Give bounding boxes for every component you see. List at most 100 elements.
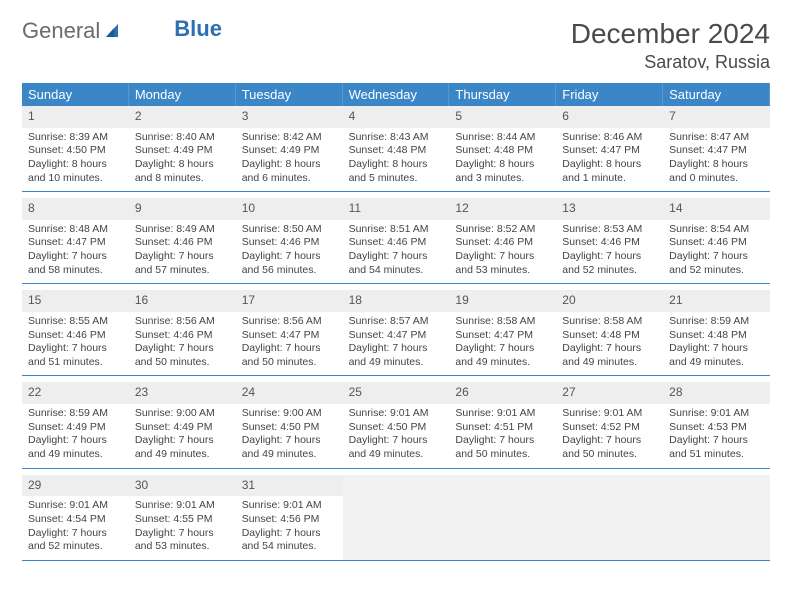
day-d1: Daylight: 7 hours: [349, 342, 444, 356]
day-body: Sunrise: 8:57 AMSunset: 4:47 PMDaylight:…: [343, 312, 450, 376]
day-number: 25: [343, 382, 450, 404]
day-number: 26: [449, 382, 556, 404]
day-sr: Sunrise: 9:01 AM: [135, 499, 230, 513]
day-body: Sunrise: 8:44 AMSunset: 4:48 PMDaylight:…: [449, 128, 556, 192]
day-d1: Daylight: 8 hours: [135, 158, 230, 172]
day-body: Sunrise: 8:42 AMSunset: 4:49 PMDaylight:…: [236, 128, 343, 192]
day-body: Sunrise: 8:55 AMSunset: 4:46 PMDaylight:…: [22, 312, 129, 376]
day-number: 30: [129, 475, 236, 497]
day-body: Sunrise: 9:01 AMSunset: 4:55 PMDaylight:…: [129, 496, 236, 560]
day-d2: and 0 minutes.: [669, 172, 764, 186]
day-number: 9: [129, 198, 236, 220]
day-d1: Daylight: 8 hours: [669, 158, 764, 172]
calendar-day: 18Sunrise: 8:57 AMSunset: 4:47 PMDayligh…: [343, 290, 450, 375]
day-body: Sunrise: 9:01 AMSunset: 4:52 PMDaylight:…: [556, 404, 663, 468]
day-body: Sunrise: 8:59 AMSunset: 4:49 PMDaylight:…: [22, 404, 129, 468]
day-d2: and 49 minutes.: [562, 356, 657, 370]
dow-friday: Friday: [556, 83, 663, 106]
day-sr: Sunrise: 9:01 AM: [349, 407, 444, 421]
dow-monday: Monday: [129, 83, 236, 106]
calendar-day: 27Sunrise: 9:01 AMSunset: 4:52 PMDayligh…: [556, 382, 663, 467]
day-sr: Sunrise: 8:42 AM: [242, 131, 337, 145]
day-d2: and 56 minutes.: [242, 264, 337, 278]
day-d1: Daylight: 7 hours: [349, 250, 444, 264]
day-body: Sunrise: 8:58 AMSunset: 4:48 PMDaylight:…: [556, 312, 663, 376]
day-ss: Sunset: 4:47 PM: [28, 236, 123, 250]
calendar-day: 29Sunrise: 9:01 AMSunset: 4:54 PMDayligh…: [22, 475, 129, 560]
day-number: 6: [556, 106, 663, 128]
day-number: 5: [449, 106, 556, 128]
day-d2: and 52 minutes.: [562, 264, 657, 278]
day-number: 21: [663, 290, 770, 312]
day-number: 1: [22, 106, 129, 128]
day-ss: Sunset: 4:46 PM: [349, 236, 444, 250]
day-number: 16: [129, 290, 236, 312]
day-d2: and 50 minutes.: [242, 356, 337, 370]
day-number: 31: [236, 475, 343, 497]
day-number: 24: [236, 382, 343, 404]
day-ss: Sunset: 4:54 PM: [28, 513, 123, 527]
calendar-day: 11Sunrise: 8:51 AMSunset: 4:46 PMDayligh…: [343, 198, 450, 283]
day-d1: Daylight: 7 hours: [242, 250, 337, 264]
calendar-day: 23Sunrise: 9:00 AMSunset: 4:49 PMDayligh…: [129, 382, 236, 467]
day-ss: Sunset: 4:47 PM: [455, 329, 550, 343]
day-body: Sunrise: 9:00 AMSunset: 4:50 PMDaylight:…: [236, 404, 343, 468]
day-ss: Sunset: 4:51 PM: [455, 421, 550, 435]
day-ss: Sunset: 4:46 PM: [242, 236, 337, 250]
day-d1: Daylight: 7 hours: [242, 434, 337, 448]
day-d2: and 5 minutes.: [349, 172, 444, 186]
day-ss: Sunset: 4:46 PM: [455, 236, 550, 250]
day-sr: Sunrise: 8:54 AM: [669, 223, 764, 237]
calendar-day: 9Sunrise: 8:49 AMSunset: 4:46 PMDaylight…: [129, 198, 236, 283]
day-d1: Daylight: 7 hours: [242, 527, 337, 541]
header: General Blue December 2024 Saratov, Russ…: [22, 18, 770, 73]
calendar-week: 15Sunrise: 8:55 AMSunset: 4:46 PMDayligh…: [22, 290, 770, 376]
day-number-empty: [449, 475, 556, 497]
day-number: 15: [22, 290, 129, 312]
day-ss: Sunset: 4:50 PM: [242, 421, 337, 435]
day-sr: Sunrise: 8:57 AM: [349, 315, 444, 329]
day-sr: Sunrise: 8:58 AM: [562, 315, 657, 329]
page-title: December 2024: [571, 18, 770, 50]
day-ss: Sunset: 4:48 PM: [349, 144, 444, 158]
day-sr: Sunrise: 8:59 AM: [28, 407, 123, 421]
dow-sunday: Sunday: [22, 83, 129, 106]
day-number: 12: [449, 198, 556, 220]
day-d1: Daylight: 8 hours: [455, 158, 550, 172]
day-d2: and 57 minutes.: [135, 264, 230, 278]
day-body: Sunrise: 8:52 AMSunset: 4:46 PMDaylight:…: [449, 220, 556, 284]
day-d2: and 10 minutes.: [28, 172, 123, 186]
day-sr: Sunrise: 9:00 AM: [242, 407, 337, 421]
calendar-day: [449, 475, 556, 560]
dow-thursday: Thursday: [449, 83, 556, 106]
calendar-day: 4Sunrise: 8:43 AMSunset: 4:48 PMDaylight…: [343, 106, 450, 191]
day-sr: Sunrise: 8:56 AM: [242, 315, 337, 329]
day-body: Sunrise: 9:01 AMSunset: 4:56 PMDaylight:…: [236, 496, 343, 560]
calendar-day: 15Sunrise: 8:55 AMSunset: 4:46 PMDayligh…: [22, 290, 129, 375]
day-body: Sunrise: 9:01 AMSunset: 4:50 PMDaylight:…: [343, 404, 450, 468]
day-d2: and 52 minutes.: [28, 540, 123, 554]
calendar-day: 20Sunrise: 8:58 AMSunset: 4:48 PMDayligh…: [556, 290, 663, 375]
day-d2: and 58 minutes.: [28, 264, 123, 278]
day-d1: Daylight: 7 hours: [455, 342, 550, 356]
day-body-empty: [556, 496, 663, 548]
weeks-container: 1Sunrise: 8:39 AMSunset: 4:50 PMDaylight…: [22, 106, 770, 561]
day-d2: and 8 minutes.: [135, 172, 230, 186]
day-d2: and 49 minutes.: [135, 448, 230, 462]
day-sr: Sunrise: 8:47 AM: [669, 131, 764, 145]
dow-saturday: Saturday: [663, 83, 770, 106]
day-number: 22: [22, 382, 129, 404]
day-sr: Sunrise: 8:44 AM: [455, 131, 550, 145]
day-sr: Sunrise: 8:56 AM: [135, 315, 230, 329]
day-d1: Daylight: 8 hours: [349, 158, 444, 172]
calendar-day: [663, 475, 770, 560]
day-number-empty: [556, 475, 663, 497]
calendar-day: 7Sunrise: 8:47 AMSunset: 4:47 PMDaylight…: [663, 106, 770, 191]
calendar-day: 12Sunrise: 8:52 AMSunset: 4:46 PMDayligh…: [449, 198, 556, 283]
calendar-day: 22Sunrise: 8:59 AMSunset: 4:49 PMDayligh…: [22, 382, 129, 467]
day-number: 8: [22, 198, 129, 220]
day-d1: Daylight: 7 hours: [28, 434, 123, 448]
day-ss: Sunset: 4:46 PM: [28, 329, 123, 343]
day-d1: Daylight: 7 hours: [135, 342, 230, 356]
day-body: Sunrise: 8:56 AMSunset: 4:47 PMDaylight:…: [236, 312, 343, 376]
